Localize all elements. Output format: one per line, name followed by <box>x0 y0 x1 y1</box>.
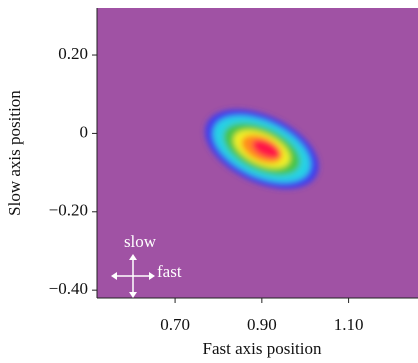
y-axis-label: Slow axis position <box>5 90 24 216</box>
x-tick-label: 1.10 <box>334 315 364 334</box>
y-tick-label: 0.20 <box>58 44 88 63</box>
chart: Fast axis position Slow axis position 0.… <box>0 0 418 363</box>
annotation: fast <box>157 262 182 281</box>
x-tick-label: 0.70 <box>160 315 190 334</box>
x-tick-label: 0.90 <box>247 315 277 334</box>
x-axis-label: Fast axis position <box>202 339 322 358</box>
y-tick-label: −0.20 <box>49 201 88 220</box>
y-tick-label: 0 <box>80 122 89 141</box>
y-tick-label: −0.40 <box>49 279 88 298</box>
plot-area <box>97 8 418 298</box>
annotation: slow <box>124 232 157 251</box>
